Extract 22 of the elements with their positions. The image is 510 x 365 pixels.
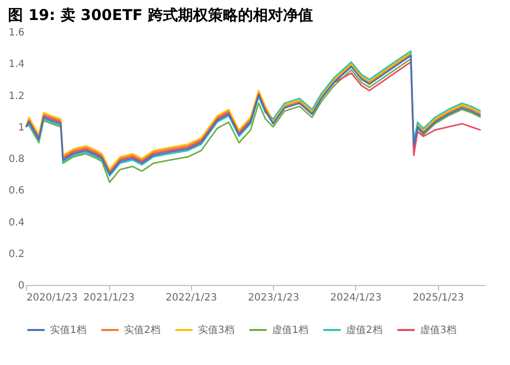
x-tick-label: 2025/1/23: [412, 292, 464, 304]
legend-label: 虚值3档: [420, 324, 456, 336]
y-tick-label: 0: [18, 280, 24, 292]
x-tick-label: 2024/1/23: [330, 292, 382, 304]
y-tick-label: 0.2: [8, 248, 24, 260]
legend-label: 虚值2档: [346, 324, 382, 336]
chart-title: 图 19: 卖 300ETF 跨式期权策略的相对净值: [8, 6, 313, 24]
y-tick-label: 1: [18, 122, 24, 134]
x-tick-label: 2023/1/23: [248, 292, 300, 304]
y-tick-label: 1.2: [8, 90, 24, 102]
legend-label: 虚值1档: [272, 324, 308, 336]
y-tick-label: 0.4: [8, 217, 24, 228]
y-tick-label: 0.6: [8, 186, 24, 197]
y-tick-label: 1.4: [8, 59, 24, 70]
legend-label: 实值1档: [50, 324, 86, 336]
y-tick-label: 1.6: [8, 28, 24, 38]
y-tick-label: 0.8: [8, 154, 24, 165]
x-tick-label: 2021/1/23: [83, 292, 135, 304]
x-tick-label: 2022/1/23: [166, 292, 217, 304]
legend-label: 实值2档: [124, 324, 160, 336]
legend-label: 实值3档: [198, 324, 234, 336]
x-tick-label: 2020/1/23: [26, 292, 78, 304]
